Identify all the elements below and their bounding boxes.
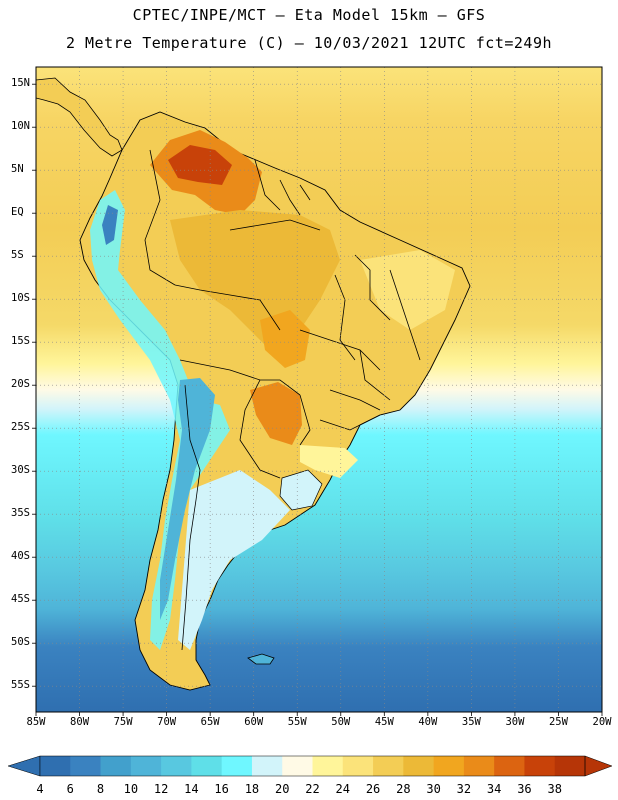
lon-label: 50W [331,716,351,728]
colorbar-segment [433,756,465,776]
lon-label: 35W [461,716,481,728]
colorbar-segment [494,756,525,776]
lat-label: 40S [11,550,30,563]
colorbar-segment [373,756,404,776]
colorbar-label: 16 [214,782,229,796]
andes-cold-strip [90,190,230,650]
lat-label: 10N [11,120,30,133]
colorbar-label: 18 [244,782,260,796]
lat-label: 5S [11,249,24,262]
lon-label: 70W [157,716,177,728]
colorbar-label: 34 [486,782,502,796]
lon-label: 30W [505,716,525,728]
colorbar [7,755,613,777]
colorbar-label: 20 [274,782,290,796]
lat-label: EQ [11,206,24,219]
colorbar-label: 32 [456,782,472,796]
warm-zone-northeast [360,250,455,330]
colorbar-label: 26 [365,782,381,796]
map-title-line-2: 2 Metre Temperature (C) – 10/03/2021 12U… [65,34,553,52]
colorbar-arrow-left [7,755,41,777]
colorbar-segment [554,756,586,776]
colorbar-label: 28 [396,782,411,796]
lon-label: 80W [70,716,90,728]
colorbar-segment [100,756,132,776]
lon-label: 65W [200,716,220,728]
colorbar-segment [342,756,374,776]
uruguay-cool [279,469,323,511]
lon-label: 20W [592,716,612,728]
map-title-line-1: CPTEC/INPE/MCT – Eta Model 15km – GFS [132,6,486,24]
hot-zone-mato-grosso [260,310,310,368]
colorbar-label: 6 [66,782,74,796]
colorbar-segment [70,756,102,776]
lon-label: 25W [548,716,568,728]
colorbar-outline [39,755,586,777]
lat-label: 15S [11,335,30,348]
lat-label: 50S [11,636,30,649]
colorbar-segment [221,756,253,776]
lat-label: 20S [11,378,30,391]
lat-label: 45S [11,593,30,606]
lon-label: 45W [374,716,394,728]
colorbar-label: 12 [153,782,169,796]
colorbar-label: 22 [305,782,320,796]
colorbar-label: 8 [96,782,105,796]
colorbar-label: 36 [517,782,532,796]
lat-label: 55S [11,679,30,692]
colorbar-label: 4 [36,782,44,796]
colorbar-segment [130,756,162,776]
hot-zone-paraguay [250,382,302,445]
colorbar-label: 38 [547,782,562,796]
southern-brazil-mild [300,445,358,478]
lon-label: 55W [287,716,307,728]
lon-label: 60W [244,716,264,728]
lat-label: 10S [11,292,30,305]
axis-ticks [32,83,603,716]
colorbar-label: 30 [426,782,441,796]
lat-label: 5N [11,163,24,176]
lon-label: 40W [418,716,438,728]
lon-label: 85W [26,716,46,728]
lon-label: 75W [113,716,133,728]
colorbar-segment [40,756,71,776]
andes-cold-core [160,378,215,620]
lat-label: 30S [11,464,30,477]
central-america-land [36,77,123,157]
colorbar-arrow-right [584,755,613,777]
map-frame [35,66,603,713]
lat-label: 15N [11,77,30,90]
lat-label: 25S [11,421,30,434]
colorbar-segment [463,756,495,776]
colorbar-segment [161,756,192,776]
colorbar-segment [191,756,223,776]
colorbar-segment [403,756,435,776]
colorbar-segment [251,756,283,776]
hot-zone-north-core [168,145,232,185]
colorbar-segment [312,756,344,776]
falkland-islands [247,653,275,665]
country-borders [144,149,421,651]
colorbar-label: 14 [184,782,199,796]
andes-cold-peak [102,205,118,245]
colorbar-label: 24 [335,782,350,796]
colorbar-segment [282,756,313,776]
lat-label: 35S [11,507,30,520]
colorbar-label: 10 [123,782,139,796]
patagonia-cool [178,470,290,650]
colorbar-segment [524,756,556,776]
